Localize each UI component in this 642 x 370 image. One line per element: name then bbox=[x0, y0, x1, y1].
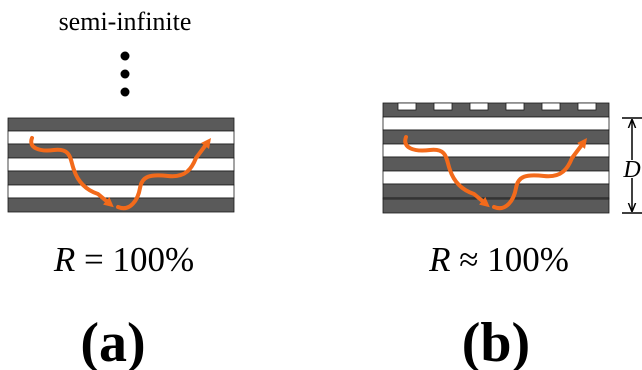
dark-layer bbox=[382, 129, 610, 145]
reflectance-symbol: R bbox=[53, 240, 75, 279]
semi-infinite-label: semi-infinite bbox=[59, 7, 192, 36]
light-path-arrow bbox=[492, 138, 587, 211]
dark-layer bbox=[382, 156, 610, 172]
grating-gap bbox=[505, 102, 525, 111]
reflectance-value: = 100% bbox=[75, 240, 194, 279]
light-layer bbox=[382, 116, 610, 131]
light-path-arrow bbox=[403, 135, 490, 208]
grating-gap bbox=[433, 102, 453, 111]
reflectance-symbol: R bbox=[428, 240, 450, 279]
grating-gap bbox=[469, 102, 489, 111]
light-path-arrow bbox=[29, 136, 114, 208]
thickness-label: D bbox=[622, 157, 640, 183]
grating-gap bbox=[541, 102, 561, 111]
dark-layer bbox=[7, 170, 235, 186]
grating-gap bbox=[397, 102, 417, 111]
grating-gap bbox=[577, 102, 597, 111]
light-layer bbox=[7, 184, 235, 199]
panel-label-a: (a) bbox=[80, 312, 145, 370]
panel-a: semi-infinite R = 100% (a) bbox=[7, 7, 235, 370]
multilayer-stack-a bbox=[7, 117, 235, 213]
continuation-dot bbox=[120, 51, 130, 61]
panel-b: D R ≈ 100% (b) bbox=[382, 102, 642, 370]
thickness-dimension: D bbox=[622, 117, 642, 214]
dark-layer bbox=[7, 197, 235, 213]
multilayer-stack-b bbox=[382, 116, 610, 214]
panel-label-b: (b) bbox=[462, 312, 530, 370]
light-path-arrow bbox=[116, 138, 211, 211]
light-layer bbox=[382, 170, 610, 185]
reflectance-label-b: R ≈ 100% bbox=[428, 240, 569, 279]
reflectance-label-a: R = 100% bbox=[53, 240, 194, 279]
light-layer bbox=[7, 157, 235, 172]
continuation-dot bbox=[120, 87, 130, 97]
dark-layer bbox=[382, 183, 610, 199]
grating-base bbox=[382, 102, 610, 118]
grating-layer bbox=[382, 102, 610, 118]
dark-layer bbox=[7, 117, 235, 132]
reflectance-value: ≈ 100% bbox=[451, 240, 569, 279]
light-layer bbox=[7, 130, 235, 145]
continuation-dot bbox=[120, 69, 130, 79]
continuation-dots bbox=[120, 51, 130, 97]
